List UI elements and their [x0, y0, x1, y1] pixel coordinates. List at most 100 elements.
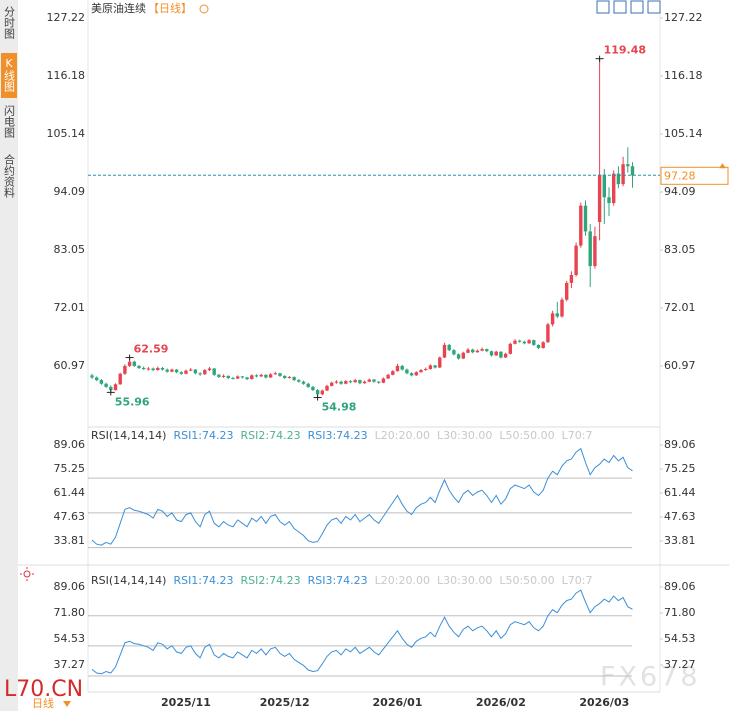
candle-body [207, 368, 212, 371]
candle-body [339, 381, 343, 384]
legend-label: RSI3:74.23 [308, 429, 368, 442]
sidebar-tab[interactable] [1, 101, 17, 146]
settings-icon[interactable] [20, 567, 34, 581]
y-tick-label: 33.81 [54, 534, 86, 547]
move-right-button[interactable] [647, 0, 661, 14]
candle-body [358, 380, 362, 384]
candle-body [419, 370, 423, 373]
candle-body [90, 375, 94, 378]
candle-body [518, 340, 522, 342]
candle-body [334, 381, 339, 383]
footer-tab[interactable]: 日线 [32, 696, 54, 710]
y-tick-label: 127.22 [664, 11, 703, 24]
candle-body [127, 361, 132, 366]
y-tick-label: 37.27 [664, 658, 696, 671]
candle-body [325, 385, 329, 391]
candle-body [283, 375, 287, 378]
legend-label: RSI2:74.23 [241, 429, 301, 442]
candle-body [99, 380, 104, 384]
x-tick-label: 2025/12 [260, 696, 310, 709]
candle-body [494, 351, 498, 356]
chart-subtitle: 【日线】 [148, 1, 192, 15]
candle-body [447, 344, 451, 351]
candle-body [193, 369, 198, 374]
candle-body [372, 379, 376, 382]
move-left-button[interactable] [630, 0, 644, 14]
watermark: FX678 [600, 662, 701, 693]
candle-body [574, 245, 578, 276]
candle-body [597, 174, 602, 222]
candle-body [438, 357, 442, 368]
candle-body [588, 231, 592, 267]
y-tick-label: 60.97 [54, 359, 86, 372]
y-tick-label: 47.63 [664, 510, 696, 523]
y-tick-label: 89.06 [664, 580, 696, 593]
candle-body [386, 374, 390, 379]
legend-label: L50:50.00 [499, 574, 554, 587]
high-label: 119.48 [604, 44, 646, 57]
zoom-out-button[interactable] [613, 0, 627, 14]
candle-body [428, 365, 433, 370]
y-tick-label: 75.25 [54, 462, 86, 475]
candle-body [621, 164, 625, 185]
y-tick-label: 127.22 [47, 11, 86, 24]
candle-body [461, 352, 465, 359]
candle-body [381, 378, 386, 383]
candle-body [146, 368, 151, 370]
candle-body [123, 365, 127, 374]
title-icon[interactable] [199, 4, 209, 14]
y-tick-label: 94.09 [54, 185, 86, 198]
sidebar-tab[interactable] [1, 2, 17, 50]
y-tick-label: 61.44 [664, 486, 696, 499]
candle-body [579, 205, 583, 246]
candle-body [301, 381, 306, 384]
candle-body [405, 369, 409, 374]
candle-body [212, 368, 216, 375]
candle-body [489, 351, 494, 356]
sidebar-tab[interactable] [1, 53, 17, 98]
y-tick-label: 116.18 [47, 69, 86, 82]
zoom-in-button[interactable] [596, 0, 610, 14]
candle-body [395, 365, 400, 372]
y-tick-label: 105.14 [47, 127, 86, 140]
candle-body [320, 390, 324, 395]
candle-body [565, 282, 569, 300]
candle-body [344, 381, 348, 384]
candle-body [433, 365, 437, 368]
candle-body [268, 374, 273, 378]
legend-label: RSI1:74.23 [173, 574, 233, 587]
candle-body [109, 386, 113, 391]
y-tick-label: 71.80 [54, 606, 86, 619]
sidebar-tab-label[interactable]: 合约资料 [3, 153, 16, 199]
candle-body [400, 365, 404, 370]
candle-body [513, 340, 517, 344]
candle-body [377, 381, 381, 383]
y-tick-label: 89.06 [54, 580, 86, 593]
sidebar-tab-label[interactable]: 闪电图 [3, 104, 16, 139]
y-tick-label: 37.27 [54, 658, 86, 671]
legend-label: L70:7 [562, 429, 593, 442]
toolbar[interactable] [596, 0, 661, 14]
sidebar-tab-label[interactable]: 分时图 [3, 6, 16, 40]
sidebar-tab-label[interactable]: K线图 [3, 57, 16, 93]
candle-body [348, 381, 353, 383]
sidebar-tab[interactable] [1, 150, 17, 210]
low-label: 55.96 [115, 395, 150, 408]
legend-label: RSI3:74.23 [308, 574, 368, 587]
candle-body [480, 349, 484, 351]
y-tick-label: 72.01 [54, 301, 86, 314]
legend-label: L30:30.00 [437, 574, 492, 587]
y-tick-label: 116.18 [664, 69, 703, 82]
y-tick-label: 54.53 [664, 632, 696, 645]
candle-body [287, 376, 292, 378]
x-tick-label: 2025/11 [161, 696, 211, 709]
last-price-tag [660, 166, 729, 185]
candle-body [95, 377, 99, 381]
footer-tab-arrow [63, 701, 71, 707]
candle-body [118, 373, 122, 385]
candle-body [306, 383, 310, 387]
candle-body [278, 373, 282, 376]
candle-body [273, 373, 277, 375]
candle-body [527, 340, 531, 344]
